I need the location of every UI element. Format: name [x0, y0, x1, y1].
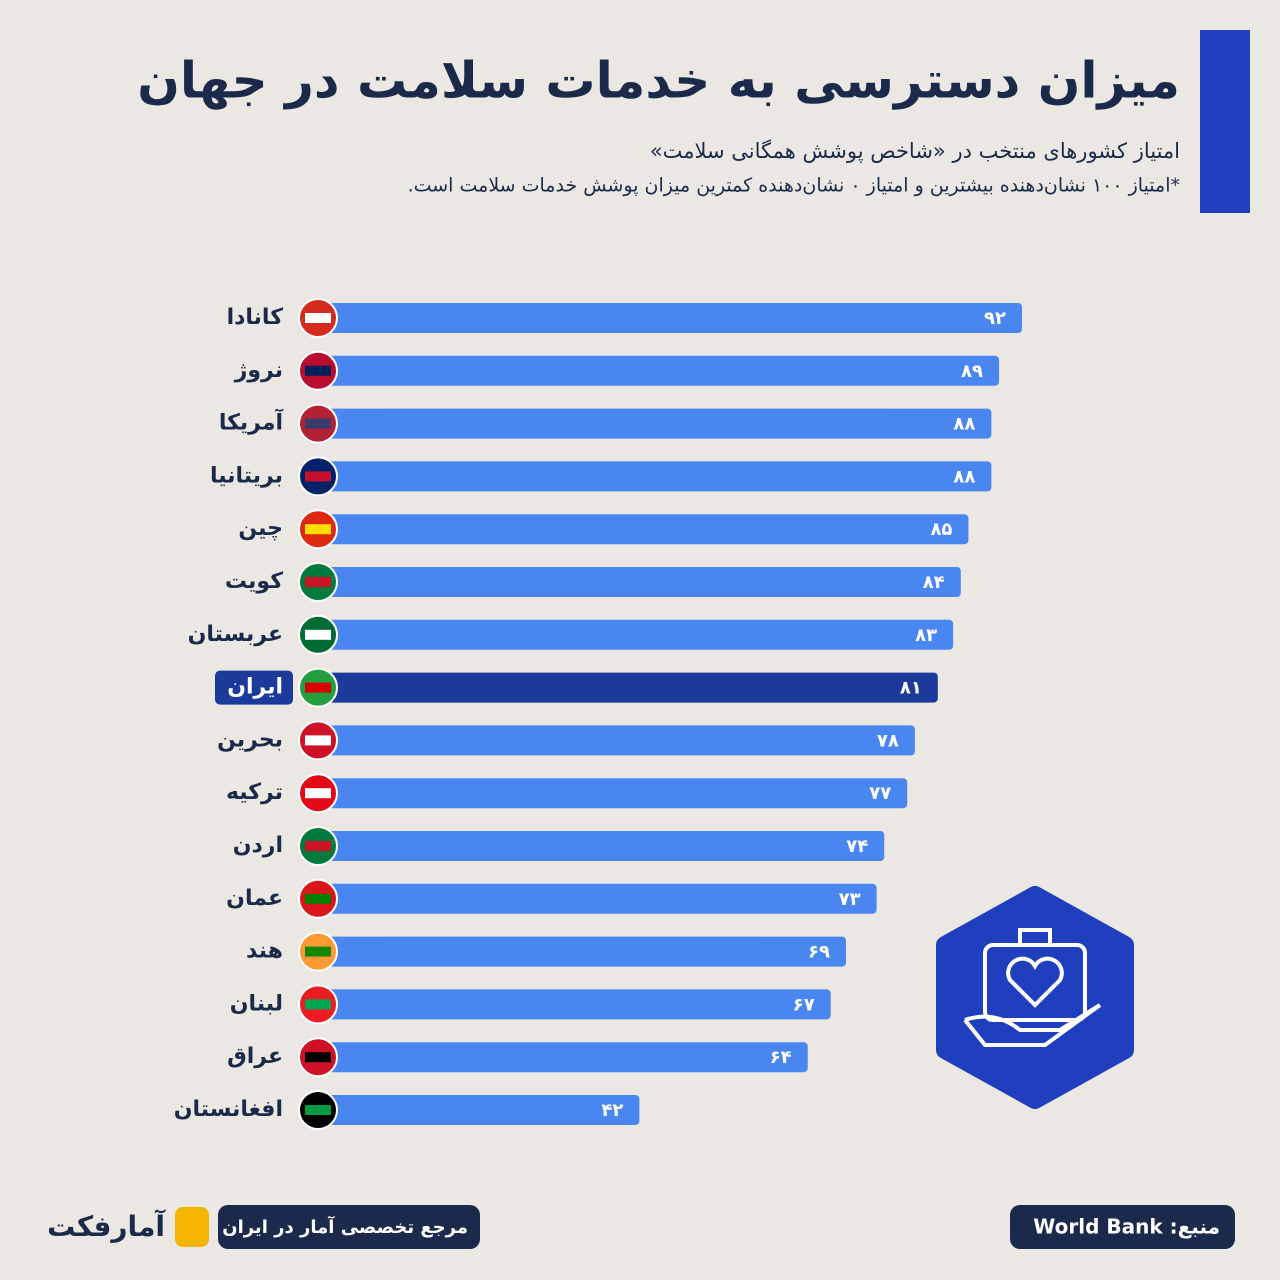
source-pill — [1010, 1205, 1235, 1249]
value-label: ۸۵ — [930, 519, 952, 540]
flag-band — [305, 629, 331, 640]
icon-kit — [983, 943, 1087, 1022]
flag-band — [305, 946, 331, 957]
bar — [318, 514, 969, 545]
category-label: اردن — [233, 833, 283, 858]
bar — [318, 461, 992, 492]
value-label: ۹۲ — [984, 308, 1006, 329]
source: منبع: World Bank — [1033, 1215, 1220, 1239]
category-label: ترکیه — [226, 780, 283, 805]
value-label: ۸۸ — [953, 466, 975, 487]
flag-band — [305, 788, 331, 799]
bar — [318, 355, 1000, 386]
bar — [318, 672, 938, 703]
category-label: نروژ — [234, 358, 283, 383]
category-label: کانادا — [227, 305, 284, 330]
bar — [318, 567, 961, 597]
icon-handle — [1018, 928, 1052, 945]
flag-band — [305, 313, 331, 323]
brand: آمارفکت — [47, 1209, 166, 1243]
category-label: هند — [246, 939, 283, 964]
category-label: ایران — [227, 675, 283, 700]
value-label: ۶۹ — [808, 942, 830, 963]
category-label: افغانستان — [174, 1097, 283, 1122]
category-label: چین — [238, 516, 283, 541]
chart-subtitle: امتیاز کشورهای منتخب در «شاخص پوشش همگان… — [650, 139, 1180, 163]
value-label: ۶۴ — [770, 1047, 792, 1068]
flag-band — [305, 893, 331, 904]
icon-hexagon — [936, 886, 1134, 1109]
bar — [318, 1042, 808, 1073]
category-label: کویت — [225, 569, 283, 594]
icon-hand — [963, 1003, 1102, 1047]
accent-bar — [1200, 30, 1250, 213]
value-label: ۸۸ — [953, 414, 975, 435]
chart-title: میزان دسترسی به خدمات سلامت در جهان — [137, 52, 1180, 111]
value-label: ۷۴ — [846, 836, 868, 857]
brand-mark — [175, 1207, 209, 1247]
bar — [318, 619, 954, 650]
flag-band — [305, 1052, 331, 1063]
category-label: عربستان — [188, 622, 283, 647]
value-label: ۸۱ — [900, 678, 922, 699]
icon-heart — [1006, 956, 1064, 1008]
flag-band — [305, 841, 331, 851]
flag-band — [305, 1105, 331, 1115]
flag-band — [305, 365, 331, 376]
flag-band — [305, 524, 331, 535]
category-label: بحرین — [217, 727, 283, 752]
bar — [318, 303, 1022, 333]
value-label: ۸۹ — [961, 361, 983, 382]
category-label: آمریکا — [219, 408, 284, 436]
category-label: عراق — [227, 1044, 283, 1069]
flag-band — [305, 577, 331, 587]
bar — [318, 936, 846, 967]
bar — [318, 831, 885, 861]
chart-note: *امتیاز ۱۰۰ نشان‌دهنده بیشترین و امتیاز … — [408, 175, 1180, 197]
bar — [318, 778, 908, 809]
category-label: بریتانیا — [210, 463, 283, 488]
bar — [318, 883, 877, 914]
flag-band — [305, 471, 331, 482]
value-label: ۷۷ — [869, 783, 891, 804]
flag-band — [305, 418, 331, 429]
bar — [318, 408, 992, 439]
value-label: ۷۸ — [877, 730, 899, 751]
bars: ۹۲ کانادا ۸۹ نروژ ۸۸ آمریکا ۸۸ بریتانیا ۸۵ چین ۸۴ ک… — [174, 298, 1022, 1130]
category-highlight — [215, 670, 293, 705]
category-label: عمان — [226, 886, 283, 911]
value-label: ۸۳ — [915, 625, 937, 646]
value-label: ۴۲ — [601, 1100, 623, 1121]
tagline: مرجع تخصصی آمار در ایران — [222, 1215, 468, 1238]
value-label: ۷۳ — [839, 889, 861, 910]
flag-band — [305, 682, 331, 693]
flag-band — [305, 999, 331, 1010]
bar — [318, 1095, 640, 1125]
flag-band — [305, 735, 331, 746]
bar — [318, 725, 915, 756]
bar — [318, 989, 831, 1020]
tagline-pill — [218, 1205, 480, 1249]
health-icon — [936, 886, 1134, 1109]
category-label: لبنان — [230, 991, 283, 1016]
value-label: ۶۷ — [793, 994, 815, 1015]
value-label: ۸۴ — [923, 572, 945, 593]
